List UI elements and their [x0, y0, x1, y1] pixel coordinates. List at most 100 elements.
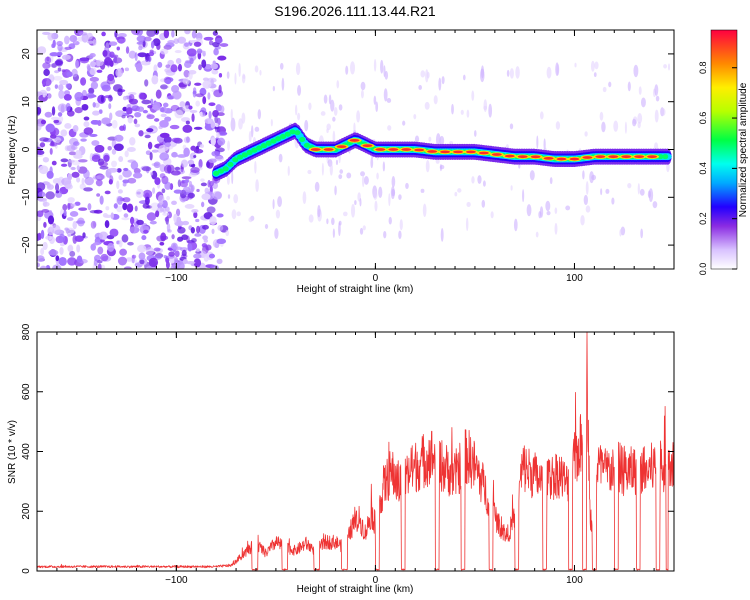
noise-blob: [131, 30, 141, 36]
noise-blob: [123, 213, 129, 218]
noise-blob: [217, 112, 225, 117]
noise-blob: [108, 41, 118, 46]
noise-streak: [330, 99, 335, 112]
noise-blob: [175, 208, 181, 217]
noise-blob: [167, 40, 175, 44]
noise-blob: [38, 165, 49, 175]
noise-blob: [196, 48, 203, 54]
noise-blob: [109, 112, 113, 121]
noise-blob: [108, 94, 113, 102]
noise-streak: [543, 138, 546, 151]
noise-blob: [80, 138, 87, 142]
noise-streak: [509, 68, 514, 79]
noise-streak: [624, 121, 627, 134]
noise-blob: [45, 123, 55, 133]
noise-blob: [49, 52, 59, 57]
noise-blob: [105, 42, 110, 51]
noise-blob: [193, 41, 202, 47]
noise-blob: [150, 171, 154, 176]
noise-streak: [509, 123, 514, 130]
noise-blob: [70, 144, 78, 150]
noise-blob: [150, 40, 155, 49]
noise-streak: [297, 112, 301, 121]
noise-streak: [465, 217, 469, 231]
noise-blob: [206, 161, 210, 168]
noise-blob: [217, 224, 224, 231]
noise-streak: [601, 121, 606, 133]
noise-blob: [181, 176, 192, 180]
noise-streak: [399, 219, 403, 231]
noise-blob: [103, 154, 110, 163]
noise-blob: [95, 59, 104, 67]
noise-blob: [107, 145, 112, 151]
noise-streak: [620, 226, 626, 236]
noise-blob: [144, 134, 151, 139]
colorbar-tick-label: 0.8: [698, 61, 708, 74]
noise-streak: [655, 95, 660, 102]
noise-streak: [565, 205, 571, 211]
noise-blob: [96, 69, 103, 73]
noise-blob: [102, 50, 108, 57]
noise-blob: [59, 246, 64, 255]
noise-blob: [171, 200, 177, 206]
noise-streak: [640, 228, 644, 239]
noise-blob: [48, 210, 53, 215]
noise-blob: [141, 99, 151, 105]
noise-streak: [225, 229, 230, 237]
noise-streak: [248, 217, 253, 223]
noise-streak: [451, 103, 454, 115]
noise-blob: [155, 89, 162, 99]
noise-blob: [208, 102, 216, 107]
snr-panel: −100 0 100 0 200 400 600 800 Height of straight…: [7, 323, 675, 595]
ridge-peak: [647, 155, 658, 159]
noise-streak: [370, 157, 374, 169]
noise-blob: [194, 233, 202, 237]
noise-streak: [359, 227, 364, 235]
noise-blob: [123, 167, 129, 172]
ridge-peak: [569, 157, 580, 161]
ridge-green: [275, 136, 282, 142]
noise-blob: [142, 40, 146, 48]
noise-blob: [121, 234, 129, 243]
noise-blob: [128, 50, 137, 59]
noise-streak: [490, 211, 494, 219]
noise-streak: [594, 61, 599, 70]
noise-streak: [227, 140, 231, 151]
noise-streak: [287, 165, 290, 177]
ridge-peak: [349, 139, 360, 142]
noise-streak: [654, 84, 659, 96]
noise-blob: [193, 253, 202, 259]
noise-blob: [109, 51, 115, 58]
noise-streak: [360, 81, 366, 91]
noise-blob: [210, 121, 216, 129]
noise-streak: [376, 172, 379, 180]
noise-blob: [78, 159, 88, 163]
noise-blob: [92, 110, 100, 116]
noise-blob: [214, 155, 224, 162]
noise-blob: [171, 151, 178, 158]
noise-blob: [170, 64, 178, 73]
colorbar-scale: [710, 29, 738, 270]
noise-blob: [162, 102, 169, 108]
colorbar-tick-label: 0.6: [698, 112, 708, 125]
noise-blob: [81, 103, 89, 111]
noise-blob: [219, 43, 229, 47]
noise-blob: [91, 140, 100, 146]
noise-streak: [328, 94, 332, 105]
noise-blob: [204, 64, 212, 70]
noise-blob: [177, 226, 186, 234]
noise-streak: [529, 170, 535, 181]
noise-blob: [92, 39, 97, 46]
noise-streak: [295, 62, 301, 76]
noise-streak: [605, 188, 610, 194]
noise-blob: [89, 133, 98, 138]
noise-blob: [127, 92, 137, 96]
noise-blob: [93, 242, 100, 246]
noise-blob: [69, 34, 78, 43]
noise-streak: [483, 99, 488, 113]
noise-blob: [65, 83, 71, 89]
noise-blob: [40, 247, 45, 256]
noise-blob: [76, 244, 81, 253]
noise-streak: [350, 203, 356, 218]
